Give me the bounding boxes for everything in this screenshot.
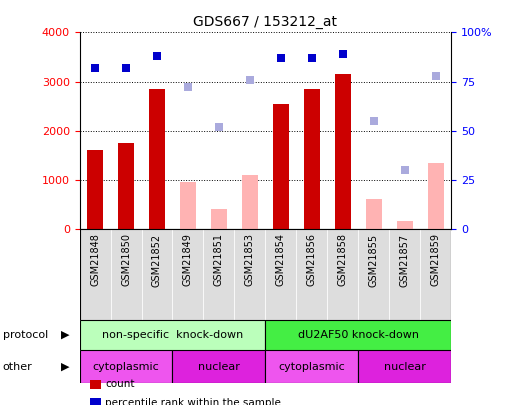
Bar [359, 229, 389, 320]
Bar [428, 162, 444, 229]
Text: GSM21849: GSM21849 [183, 233, 193, 286]
Text: GSM21852: GSM21852 [152, 233, 162, 286]
Point [277, 55, 285, 61]
Text: count: count [105, 379, 135, 389]
Bar [80, 350, 172, 383]
Text: percentile rank within the sample: percentile rank within the sample [105, 398, 281, 405]
Bar [327, 229, 359, 320]
Title: GDS667 / 153212_at: GDS667 / 153212_at [193, 15, 338, 29]
Bar [266, 320, 451, 350]
Text: cytoplasmic: cytoplasmic [279, 362, 345, 371]
Text: nuclear: nuclear [384, 362, 426, 371]
Bar [273, 104, 289, 229]
Bar [87, 150, 103, 229]
Bar [110, 229, 142, 320]
Bar [397, 222, 412, 229]
Bar [389, 229, 421, 320]
Bar [266, 350, 359, 383]
Point [215, 124, 223, 130]
Point [339, 51, 347, 57]
Text: GSM21859: GSM21859 [431, 233, 441, 286]
Bar [234, 229, 265, 320]
Bar [242, 175, 258, 229]
Text: cytoplasmic: cytoplasmic [93, 362, 160, 371]
Text: protocol: protocol [3, 330, 48, 340]
Bar [80, 229, 110, 320]
Text: GSM21857: GSM21857 [400, 233, 410, 286]
Bar [204, 229, 234, 320]
Text: other: other [3, 362, 32, 371]
Bar [211, 209, 227, 229]
Text: GSM21858: GSM21858 [338, 233, 348, 286]
Text: GSM21850: GSM21850 [121, 233, 131, 286]
Point [432, 72, 440, 79]
Point [122, 64, 130, 71]
Text: GSM21853: GSM21853 [245, 233, 255, 286]
Bar [297, 229, 327, 320]
Text: ▶: ▶ [62, 362, 70, 371]
Bar [172, 229, 204, 320]
Point [370, 117, 378, 124]
Bar [180, 182, 196, 229]
Bar [119, 143, 134, 229]
Bar [421, 229, 451, 320]
Bar [149, 89, 165, 229]
Point [153, 53, 161, 59]
Text: ▶: ▶ [62, 330, 70, 340]
Point [246, 76, 254, 83]
Text: GSM21848: GSM21848 [90, 233, 100, 286]
Bar [366, 199, 382, 229]
Text: GSM21851: GSM21851 [214, 233, 224, 286]
Text: GSM21854: GSM21854 [276, 233, 286, 286]
Bar [142, 229, 172, 320]
Text: GSM21855: GSM21855 [369, 233, 379, 286]
Point [91, 64, 99, 71]
Text: GSM21856: GSM21856 [307, 233, 317, 286]
Bar [265, 229, 297, 320]
Text: non-specific  knock-down: non-specific knock-down [102, 330, 243, 340]
Point [401, 167, 409, 173]
Text: nuclear: nuclear [198, 362, 240, 371]
Point [184, 84, 192, 91]
Bar [335, 74, 351, 229]
Text: dU2AF50 knock-down: dU2AF50 knock-down [298, 330, 419, 340]
Bar [359, 350, 451, 383]
Bar [304, 89, 320, 229]
Bar [80, 320, 266, 350]
Bar [172, 350, 266, 383]
Point [308, 55, 316, 61]
